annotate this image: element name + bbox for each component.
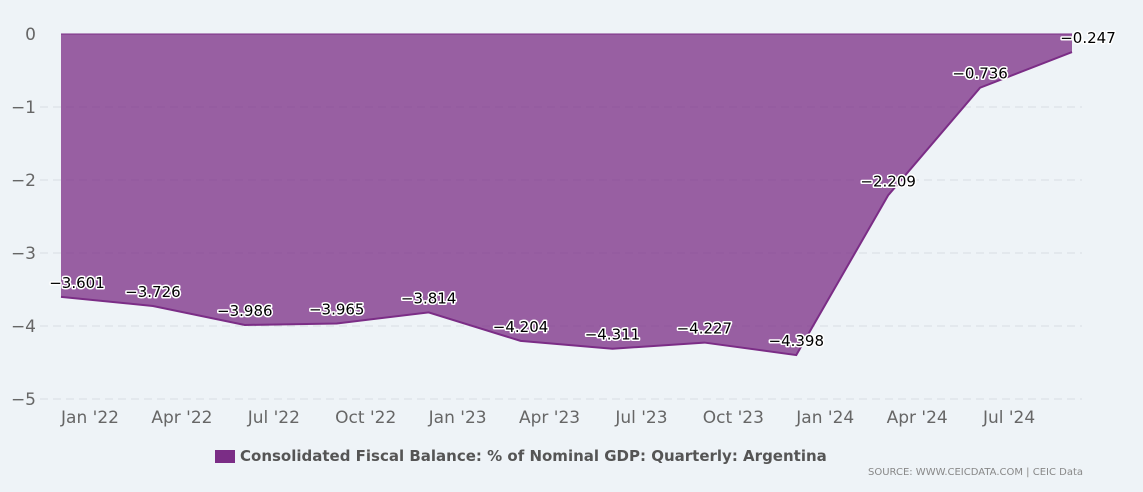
data-label: −0.247 — [1060, 29, 1116, 47]
data-label: −4.398 — [769, 332, 825, 350]
data-label: −3.965 — [309, 300, 365, 318]
x-tick-label: Oct '23 — [703, 408, 764, 428]
data-label: −0.736 — [952, 65, 1008, 83]
x-tick-label: Jan '23 — [428, 408, 487, 428]
data-label: −4.204 — [493, 318, 549, 336]
source-note: SOURCE: WWW.CEICDATA.COM | CEIC Data — [867, 467, 1083, 478]
legend-label: Consolidated Fiscal Balance: % of Nomina… — [240, 447, 827, 465]
series-line — [60, 51, 1073, 357]
x-tick-label: Apr '22 — [151, 408, 212, 428]
x-tick-label: Apr '24 — [887, 408, 948, 428]
data-label: −2.209 — [860, 172, 916, 190]
data-label: −3.986 — [217, 302, 273, 320]
legend-swatch — [215, 449, 235, 463]
data-label: −3.726 — [125, 283, 181, 301]
x-tick-label: Jul '23 — [614, 408, 667, 428]
y-tick-label: −1 — [11, 98, 36, 118]
x-tick-label: Apr '23 — [519, 408, 580, 428]
x-tick-label: Oct '22 — [335, 408, 396, 428]
area-fill — [61, 34, 1072, 356]
x-tick-label: Jul '24 — [982, 408, 1035, 428]
y-tick-label: −2 — [11, 171, 36, 191]
x-tick-label: Jul '22 — [247, 408, 300, 428]
y-tick-label: −4 — [11, 317, 36, 337]
data-label: −4.311 — [585, 326, 641, 344]
data-label: −3.601 — [49, 274, 105, 292]
data-label: −4.227 — [677, 320, 733, 338]
y-tick-label: −3 — [11, 244, 36, 264]
y-tick-label: 0 — [25, 25, 36, 45]
y-tick-label: −5 — [11, 390, 36, 410]
legend-item[interactable]: Consolidated Fiscal Balance: % of Nomina… — [215, 447, 827, 465]
x-tick-label: Jan '24 — [795, 408, 854, 428]
x-tick-label: Jan '22 — [60, 408, 119, 428]
data-label: −3.814 — [401, 289, 457, 307]
